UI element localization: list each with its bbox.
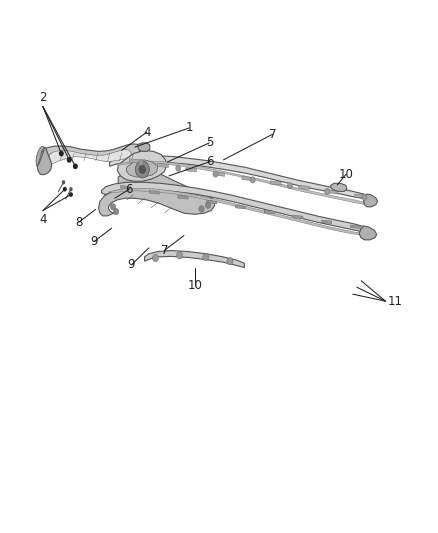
Text: 4: 4 (39, 213, 47, 226)
Circle shape (60, 151, 63, 156)
Circle shape (227, 257, 233, 265)
Circle shape (213, 171, 218, 177)
Text: 10: 10 (187, 279, 202, 292)
Polygon shape (270, 181, 281, 185)
Circle shape (138, 159, 144, 166)
Polygon shape (331, 183, 347, 191)
Polygon shape (178, 195, 188, 199)
Circle shape (199, 206, 204, 212)
Polygon shape (116, 161, 366, 205)
Polygon shape (149, 190, 159, 194)
Text: 2: 2 (39, 91, 47, 104)
Circle shape (287, 182, 293, 189)
Polygon shape (359, 226, 377, 240)
Text: 8: 8 (75, 216, 82, 229)
Circle shape (177, 252, 183, 259)
Polygon shape (110, 156, 370, 200)
Circle shape (74, 164, 77, 168)
Polygon shape (157, 163, 168, 167)
Polygon shape (126, 160, 158, 177)
Polygon shape (109, 188, 364, 236)
Text: 11: 11 (388, 295, 403, 308)
Circle shape (113, 208, 119, 215)
Circle shape (110, 204, 116, 210)
Circle shape (362, 194, 367, 200)
Polygon shape (37, 144, 140, 166)
Circle shape (250, 176, 255, 183)
Text: 6: 6 (206, 155, 214, 168)
Polygon shape (242, 176, 253, 181)
Text: 10: 10 (339, 168, 353, 181)
Polygon shape (350, 225, 360, 229)
Circle shape (325, 188, 330, 195)
Text: 7: 7 (268, 128, 276, 141)
Text: 9: 9 (127, 259, 135, 271)
Text: 9: 9 (90, 235, 98, 248)
Polygon shape (207, 200, 217, 204)
Text: 6: 6 (125, 183, 133, 196)
Polygon shape (129, 159, 140, 163)
Polygon shape (355, 194, 366, 198)
Polygon shape (117, 150, 166, 181)
Circle shape (70, 193, 72, 196)
Polygon shape (145, 251, 244, 268)
Polygon shape (298, 185, 309, 190)
Polygon shape (99, 171, 215, 216)
Circle shape (139, 165, 146, 174)
Polygon shape (236, 205, 246, 209)
Text: 1: 1 (185, 122, 193, 134)
Circle shape (135, 161, 149, 178)
Polygon shape (321, 220, 332, 224)
Circle shape (203, 253, 209, 261)
Polygon shape (364, 194, 378, 207)
Circle shape (69, 187, 73, 191)
Circle shape (176, 165, 181, 172)
Polygon shape (37, 147, 52, 175)
Polygon shape (120, 185, 131, 189)
Polygon shape (138, 143, 150, 151)
Polygon shape (327, 190, 338, 194)
Polygon shape (102, 182, 369, 232)
Circle shape (152, 254, 159, 262)
Circle shape (64, 188, 66, 191)
Polygon shape (264, 210, 274, 214)
Text: 7: 7 (160, 244, 168, 257)
Polygon shape (46, 149, 131, 164)
Polygon shape (36, 146, 44, 166)
Circle shape (67, 158, 71, 162)
Text: 5: 5 (206, 136, 213, 149)
Text: 4: 4 (143, 126, 151, 139)
Polygon shape (214, 172, 225, 176)
Circle shape (205, 202, 211, 208)
Polygon shape (293, 215, 303, 219)
Polygon shape (186, 167, 197, 172)
Circle shape (62, 180, 65, 184)
